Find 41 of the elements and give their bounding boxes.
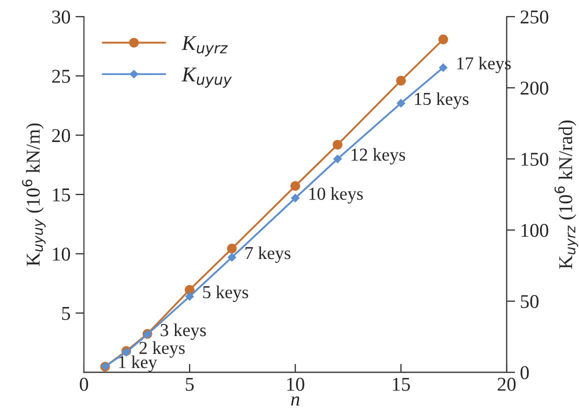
x-tick-label: 10 bbox=[287, 378, 304, 391]
annotation: 5 keys bbox=[203, 286, 248, 302]
y-tick-label: 5 bbox=[62, 307, 70, 320]
y-tick-label: 15 bbox=[53, 188, 70, 202]
y-tick-label: 20 bbox=[52, 129, 70, 142]
point bbox=[290, 181, 300, 191]
point bbox=[396, 98, 406, 108]
y-tick-label: 25 bbox=[52, 70, 70, 83]
annotation: 7 keys bbox=[246, 246, 290, 263]
point bbox=[290, 194, 300, 202]
annotation: 15 keys bbox=[415, 92, 468, 109]
y-tick-label: 30 bbox=[52, 10, 70, 24]
y2-tick-label: 200 bbox=[520, 82, 548, 95]
y2-tick-label: 150 bbox=[522, 152, 548, 166]
x-tick-label: 20 bbox=[498, 378, 516, 391]
point bbox=[396, 76, 406, 86]
point bbox=[185, 292, 194, 301]
point bbox=[227, 244, 237, 254]
legend-label: K$_{uyrz}$ bbox=[182, 36, 228, 56]
point bbox=[227, 252, 236, 262]
y2-tick-label: 0 bbox=[520, 366, 529, 380]
y-axis-title: K$_{uyuy}$ (10$^{6}$ kN/m) bbox=[22, 123, 46, 266]
legend-label: K$_{uyuy}$ bbox=[182, 68, 232, 88]
y2-tick-label: 100 bbox=[522, 224, 548, 237]
x-tick-label: 0 bbox=[80, 378, 88, 391]
y-tick-label: 10 bbox=[53, 248, 70, 261]
y2-axis-title: K$_{uyrz}$ (10$^{6}$ kN/rad) bbox=[554, 120, 578, 269]
annotation: 12 keys bbox=[352, 148, 406, 164]
x-axis-title: n bbox=[291, 396, 300, 406]
y2-tick-label: 250 bbox=[520, 10, 548, 24]
point bbox=[438, 34, 448, 44]
point bbox=[438, 63, 448, 72]
point bbox=[332, 140, 342, 150]
x-tick-label: 15 bbox=[392, 378, 410, 391]
annotation: 1 key bbox=[119, 356, 158, 372]
y2-tick-label: 50 bbox=[520, 295, 539, 308]
annotation: 2 keys bbox=[140, 341, 185, 358]
annotation: 10 keys bbox=[309, 187, 363, 204]
annotation: 3 keys bbox=[160, 324, 206, 340]
x-tick-label: 5 bbox=[186, 378, 194, 391]
point bbox=[333, 154, 342, 164]
